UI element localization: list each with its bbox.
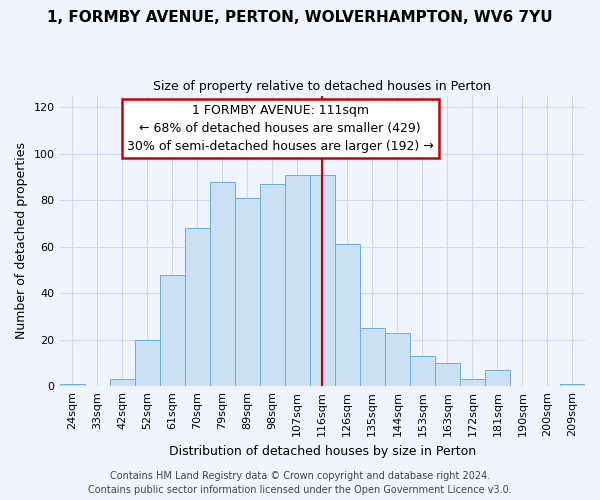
Bar	[285, 174, 310, 386]
Text: 1 FORMBY AVENUE: 111sqm
← 68% of detached houses are smaller (429)
30% of semi-d: 1 FORMBY AVENUE: 111sqm ← 68% of detache…	[127, 104, 434, 154]
Text: 1, FORMBY AVENUE, PERTON, WOLVERHAMPTON, WV6 7YU: 1, FORMBY AVENUE, PERTON, WOLVERHAMPTON,…	[47, 10, 553, 25]
Bar	[134, 340, 160, 386]
Bar	[560, 384, 585, 386]
Text: Contains HM Land Registry data © Crown copyright and database right 2024.
Contai: Contains HM Land Registry data © Crown c…	[88, 471, 512, 495]
Bar	[410, 356, 435, 386]
Bar	[435, 363, 460, 386]
X-axis label: Distribution of detached houses by size in Perton: Distribution of detached houses by size …	[169, 444, 476, 458]
Bar	[160, 274, 185, 386]
Bar	[235, 198, 260, 386]
Bar	[209, 182, 235, 386]
Bar	[185, 228, 209, 386]
Bar	[310, 174, 335, 386]
Bar	[485, 370, 510, 386]
Bar	[110, 380, 134, 386]
Bar	[59, 384, 85, 386]
Title: Size of property relative to detached houses in Perton: Size of property relative to detached ho…	[154, 80, 491, 93]
Bar	[385, 333, 410, 386]
Bar	[260, 184, 285, 386]
Y-axis label: Number of detached properties: Number of detached properties	[15, 142, 28, 340]
Bar	[460, 380, 485, 386]
Bar	[335, 244, 360, 386]
Bar	[360, 328, 385, 386]
